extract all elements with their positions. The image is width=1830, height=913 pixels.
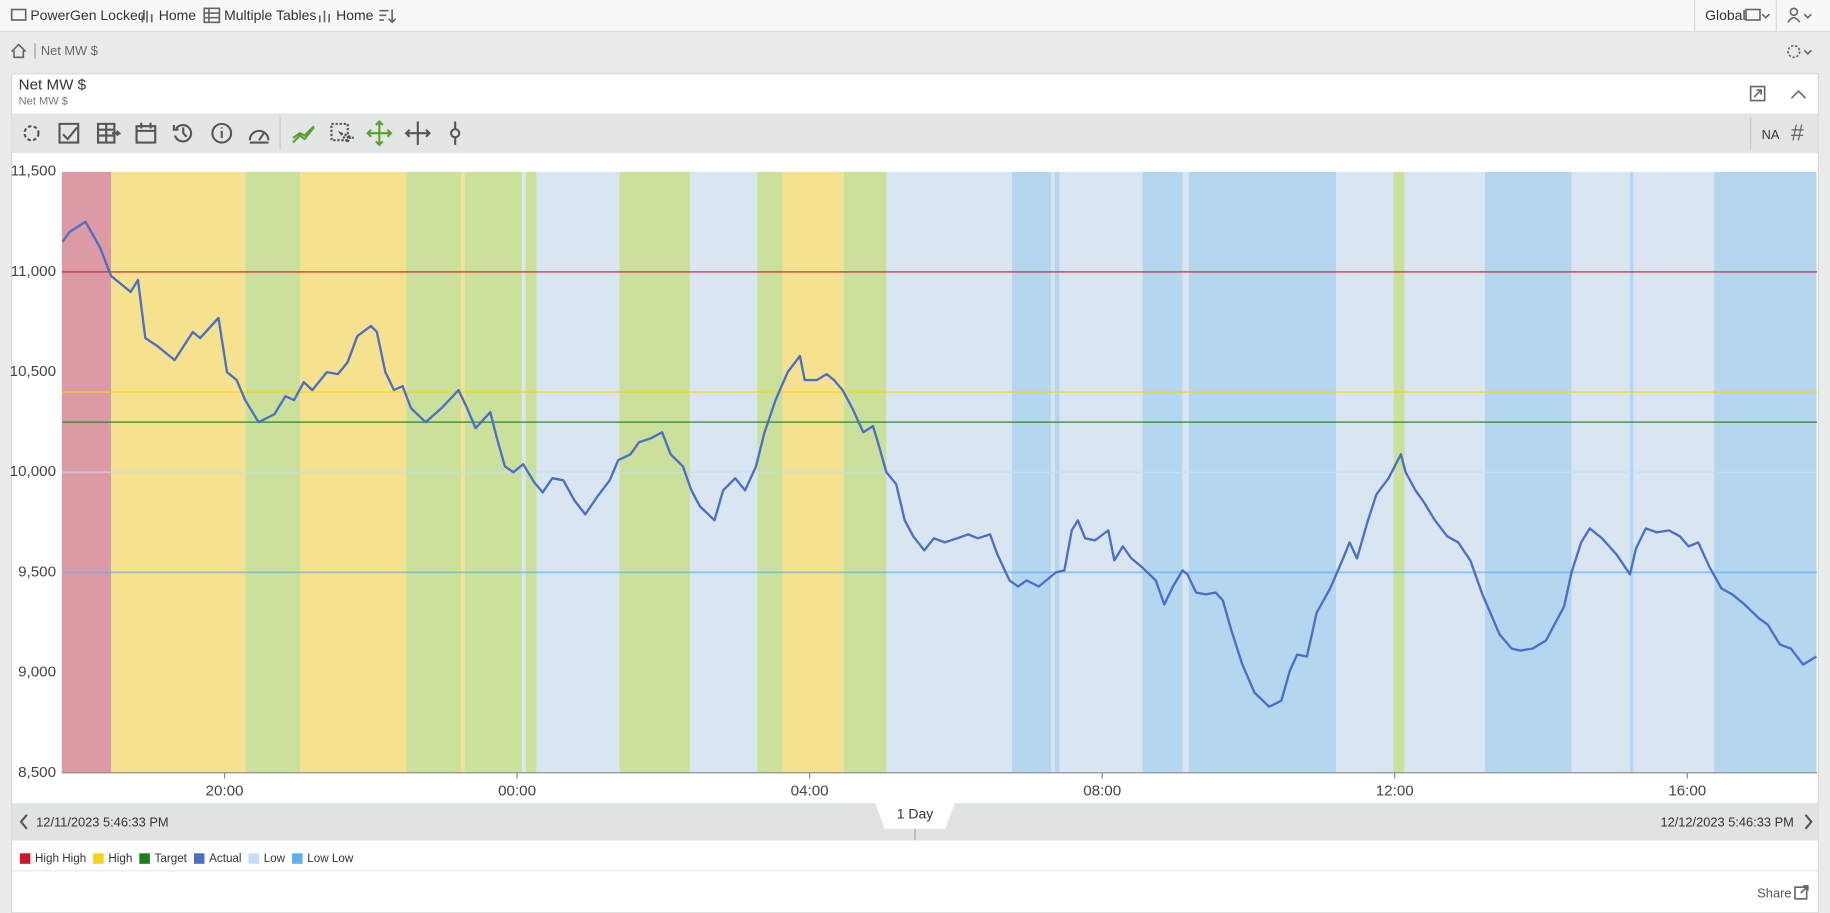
x-tick-label: 00:00 — [498, 782, 536, 799]
legend-label: Low Low — [307, 852, 354, 865]
tool-pan[interactable] — [366, 120, 393, 147]
x-tick-label: 08:00 — [1083, 782, 1121, 799]
range-start: 12/11/2023 5:46:33 PM — [36, 814, 168, 829]
legend-swatch — [193, 853, 205, 864]
tool-hash[interactable]: # — [1791, 120, 1804, 146]
icon — [141, 10, 153, 23]
prev-button[interactable] — [19, 814, 28, 830]
y-tick-label: 9,500 — [18, 563, 56, 580]
x-tick-label: 20:00 — [206, 782, 244, 799]
legend-swatch — [139, 853, 150, 864]
user-icon[interactable] — [1789, 7, 1799, 17]
y-tick-label: 9,000 — [18, 664, 56, 681]
dropdown-caret[interactable] — [1803, 49, 1812, 56]
y-tick-label: 11,500 — [11, 163, 56, 180]
icon — [204, 8, 220, 23]
range-end: 12/12/2023 5:46:33 PM — [1660, 814, 1793, 829]
series-line — [61, 220, 1818, 708]
tool-settings[interactable] — [23, 125, 40, 142]
nav-item[interactable]: Home — [141, 7, 197, 23]
share-icon[interactable] — [1794, 885, 1809, 900]
nav-item[interactable]: Home — [318, 7, 374, 23]
legend-swatch — [19, 853, 31, 864]
scope-label[interactable]: Global — [1705, 7, 1745, 23]
y-tick-label: 11,000 — [11, 263, 56, 280]
share-link[interactable]: Share — [1757, 886, 1791, 901]
icon — [1745, 8, 1761, 21]
home-icon[interactable] — [11, 43, 27, 59]
series — [61, 220, 1818, 708]
x-tick-label: 12:00 — [1376, 782, 1414, 799]
legend-swatch — [93, 853, 104, 864]
nav-label[interactable]: Home — [159, 7, 197, 23]
nav-label[interactable]: Multiple Tables — [224, 7, 316, 23]
range-span[interactable]: 1 Day — [897, 806, 934, 822]
legend: High High High Target Actual Low Low Low — [19, 852, 354, 865]
nav-label[interactable]: PowerGen Locked — [30, 7, 145, 23]
icon — [203, 7, 221, 24]
tool-marker[interactable] — [450, 128, 461, 139]
y-tick-label: 10,000 — [10, 463, 56, 480]
nav-label[interactable]: Home — [336, 7, 374, 23]
dropdown-caret[interactable] — [1761, 13, 1770, 19]
legend-label: Low — [264, 852, 286, 865]
legend-label: Target — [155, 852, 188, 865]
next-button[interactable] — [1804, 814, 1813, 830]
panel-title: Net MW $ — [19, 76, 87, 93]
nav-item[interactable]: Multiple Tables — [203, 7, 316, 24]
legend-label: High — [108, 852, 132, 865]
legend-swatch — [292, 853, 303, 864]
tool-gauge[interactable] — [248, 129, 270, 144]
tool-edit[interactable] — [58, 122, 80, 144]
tool-zoom[interactable] — [404, 121, 431, 145]
breadcrumb: Net MW $ — [41, 43, 98, 58]
limit-lines — [61, 271, 1818, 574]
top-bar — [0, 0, 1830, 32]
legend-label: High High — [35, 852, 86, 865]
tool-select[interactable] — [330, 122, 354, 145]
settings-icon[interactable] — [1787, 44, 1801, 59]
expand-button[interactable] — [1749, 85, 1766, 102]
tool-trend[interactable] — [292, 125, 315, 144]
breadcrumb-bar — [0, 32, 1830, 71]
icon — [318, 10, 330, 23]
range-tab[interactable] — [875, 803, 955, 829]
tool-na[interactable]: NA — [1762, 127, 1780, 142]
panel-subtitle: Net MW $ — [19, 96, 68, 108]
nav-item[interactable]: PowerGen Locked — [10, 7, 146, 23]
tool-history[interactable] — [172, 124, 193, 143]
user-menu[interactable] — [1787, 13, 1812, 23]
legend-label: Actual — [209, 852, 241, 865]
x-tick-label: 16:00 — [1668, 782, 1706, 799]
collapse-button[interactable] — [1790, 90, 1807, 99]
y-tick-label: 10,500 — [10, 363, 56, 380]
tool-calendar[interactable] — [135, 122, 157, 144]
toolbar — [11, 113, 1819, 154]
sort-button[interactable] — [379, 9, 397, 24]
axes: 8,500 9,000 9,500 10,000 10,500 11,000 11,500 2… — [10, 163, 1707, 800]
tool-info[interactable] — [211, 122, 233, 144]
y-tick-label: 8,500 — [18, 764, 56, 781]
legend-swatch — [248, 853, 260, 864]
x-tick-label: 04:00 — [791, 782, 829, 799]
icon — [10, 8, 27, 21]
tool-export[interactable] — [96, 122, 122, 144]
